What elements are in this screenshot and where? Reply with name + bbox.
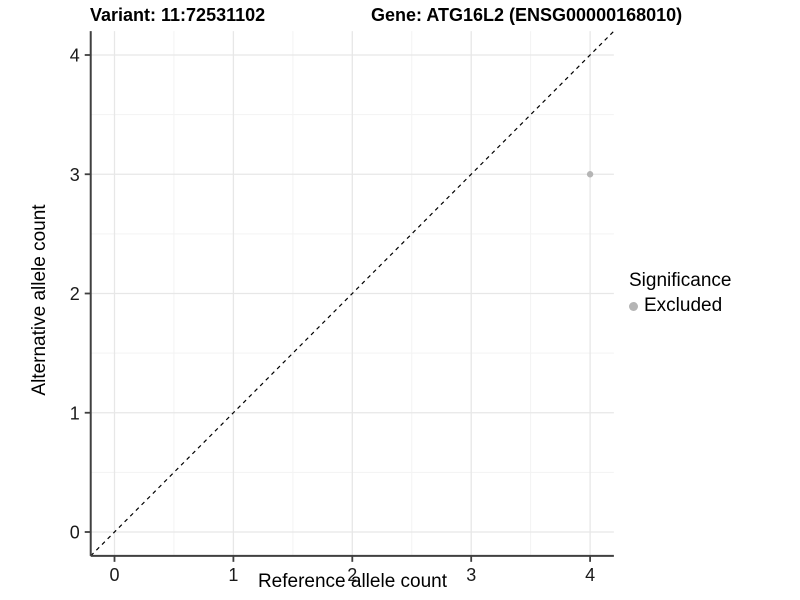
y-tick-label: 3: [70, 165, 80, 185]
y-axis-title: Alternative allele count: [29, 204, 50, 396]
legend-item-label: Excluded: [644, 295, 723, 316]
x-tick-label: 1: [228, 565, 238, 585]
x-axis-title: Reference allele count: [257, 571, 448, 592]
x-tick-label: 2: [347, 565, 357, 585]
legend: Significance Excluded: [629, 270, 731, 317]
legend-title: Significance: [629, 270, 732, 291]
x-tick-label: 3: [466, 565, 476, 585]
legend-dot-icon: [629, 301, 638, 311]
y-tick-label: 0: [70, 523, 80, 543]
y-tick-label: 1: [70, 403, 80, 423]
data-point: [586, 171, 594, 178]
x-tick-label: 4: [585, 565, 595, 585]
x-tick-label: 0: [109, 565, 119, 585]
chart-title-gene: Gene: ATG16L2 (ENSG00000168010): [371, 5, 683, 25]
y-tick-label: 4: [70, 46, 80, 66]
chart-title-variant: Variant: 11:72531102: [90, 5, 266, 25]
identity-dashed-line: [90, 30, 615, 557]
legend-item-excluded: Excluded: [629, 295, 731, 317]
y-tick-label: 2: [70, 284, 80, 304]
